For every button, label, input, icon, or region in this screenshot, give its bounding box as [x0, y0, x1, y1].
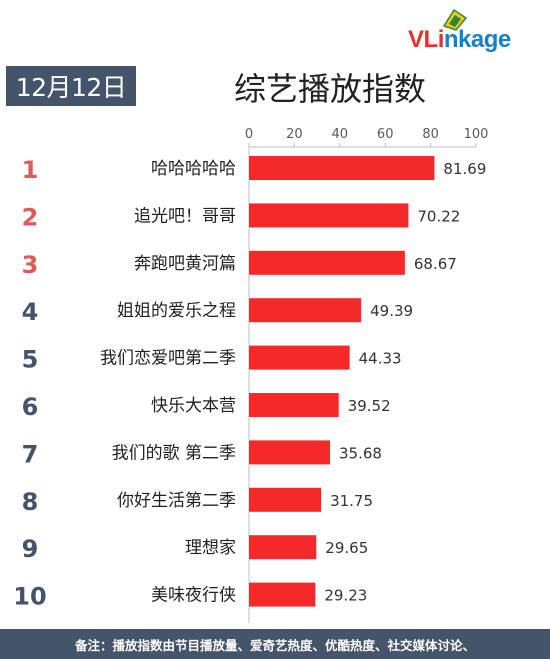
- bar: [249, 156, 435, 180]
- logo-part-nk: nk: [443, 26, 472, 53]
- bar: [249, 440, 330, 465]
- category-label: 奔跑吧黄河篇: [134, 254, 236, 274]
- value-label: 29.23: [324, 587, 367, 605]
- bar: [249, 487, 322, 512]
- x-tick-label: 60: [377, 127, 394, 142]
- bar: [249, 203, 409, 228]
- rank-number: 8: [22, 488, 39, 516]
- x-tick-label: 40: [332, 127, 349, 142]
- category-label: 哈哈哈哈哈: [151, 159, 236, 179]
- rank-number: 9: [22, 535, 39, 563]
- logo-text: VLinkage: [408, 26, 511, 54]
- rank-number: 3: [22, 251, 39, 279]
- value-label: 81.69: [443, 160, 486, 178]
- category-label: 理想家: [185, 538, 236, 558]
- rank-number: 10: [13, 583, 46, 611]
- logo-mark-icon: [442, 8, 468, 31]
- rank-number: 5: [22, 346, 39, 374]
- logo-part-age: age: [470, 26, 511, 53]
- value-label: 70.22: [417, 207, 460, 225]
- logo-part-v: V: [408, 26, 424, 53]
- bar: [249, 535, 317, 560]
- value-label: 29.65: [325, 539, 368, 557]
- x-tick-label: 100: [464, 127, 489, 142]
- logo-part-i: i: [437, 26, 445, 53]
- bar: [249, 298, 362, 323]
- rank-number: 1: [22, 156, 39, 184]
- date-badge: 12月12日: [6, 66, 136, 106]
- value-label: 35.68: [339, 444, 382, 462]
- category-label: 姐姐的爱乐之程: [117, 301, 236, 321]
- bar: [249, 345, 350, 370]
- rank-number: 4: [22, 298, 39, 326]
- category-label: 我们的歌 第二季: [112, 443, 236, 463]
- logo-part-l: L: [423, 26, 439, 53]
- x-tick-label: 80: [422, 127, 439, 142]
- category-label: 你好生活第二季: [117, 491, 236, 511]
- rank-number: 2: [22, 203, 39, 231]
- value-label: 44.33: [359, 350, 402, 368]
- value-label: 49.39: [370, 302, 413, 320]
- category-label: 快乐大本营: [151, 396, 236, 416]
- category-label: 追光吧！哥哥: [134, 206, 236, 226]
- bar: [249, 250, 405, 275]
- footer-note: 备注：播放指数由节目播放量、爱奇艺热度、优酷热度、社交媒体讨论、: [0, 629, 550, 659]
- x-tick-label: 20: [286, 127, 303, 142]
- x-tick-label: 0: [245, 127, 253, 142]
- rank-number: 6: [22, 393, 39, 421]
- bar: [249, 582, 316, 607]
- value-label: 31.75: [330, 492, 373, 510]
- value-label: 39.52: [348, 397, 391, 415]
- value-label: 68.67: [414, 255, 457, 273]
- rank-number: 7: [22, 440, 39, 468]
- category-label: 美味夜行侠: [151, 586, 236, 606]
- chart-title: 综艺播放指数: [233, 70, 426, 108]
- bar: [249, 393, 339, 417]
- category-label: 我们恋爱吧第二季: [100, 348, 236, 369]
- vlinkage-logo: VLinkage: [408, 8, 548, 58]
- bar-chart: 0 20 40 60 80 100 1 哈哈哈哈哈 81.69 2 追光吧！哥哥 70.22 3 奔跑吧黄…: [13, 127, 489, 624]
